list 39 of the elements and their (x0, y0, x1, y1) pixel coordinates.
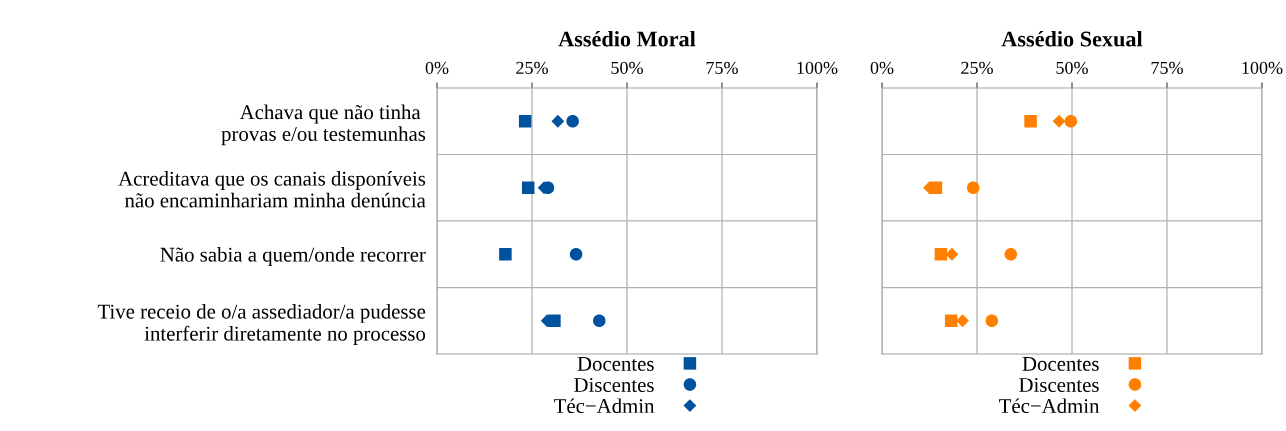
point (1024, 115, 1037, 128)
point (593, 314, 606, 327)
point (566, 115, 579, 128)
point (1052, 114, 1066, 128)
y-tick-label: Não sabia a quem/onde recorrer (160, 247, 426, 266)
point (569, 248, 583, 261)
point (499, 248, 512, 261)
x-tick-label: 50% (611, 61, 643, 74)
point (944, 314, 958, 327)
point (521, 181, 535, 194)
point (934, 248, 948, 261)
point (1004, 248, 1018, 261)
x-tick-label: 75% (1151, 61, 1183, 74)
point (945, 247, 959, 261)
chart-title: Assédio Sexual (1001, 30, 1143, 47)
point (966, 181, 980, 194)
x-tick-label: 75% (706, 61, 738, 74)
legend-label: Docentes (1022, 357, 1099, 371)
point (1064, 115, 1078, 128)
chart-title: Assédio Moral (558, 30, 696, 47)
legend-label: Téc−Admin (554, 398, 655, 414)
y-tick-label: Acreditava que os canais disponíveis não encaminhariam minha denúncia (118, 171, 426, 208)
point (985, 314, 999, 327)
x-tick-label: 25% (516, 61, 548, 74)
legend-label: Téc−Admin (999, 398, 1100, 414)
x-tick-label: 50% (1056, 61, 1088, 74)
legend-label: Discentes (574, 377, 654, 392)
legend-label: Docentes (577, 357, 654, 371)
point (551, 114, 565, 128)
x-tick-label: 100% (1242, 61, 1283, 74)
x-tick-label: 0% (870, 61, 894, 74)
y-tick-label: Achava que não tinha provas e/ou testemunhas (221, 104, 426, 146)
point (956, 314, 969, 328)
x-tick-label: 0% (425, 61, 449, 74)
x-tick-label: 25% (961, 61, 993, 74)
point (518, 115, 532, 128)
y-tick-label: Tive receio de o/a assediador/a pudesse interferir diretamente no processo (97, 303, 426, 345)
legend-label: Discentes (1019, 377, 1099, 392)
x-tick-label: 100% (797, 61, 838, 74)
